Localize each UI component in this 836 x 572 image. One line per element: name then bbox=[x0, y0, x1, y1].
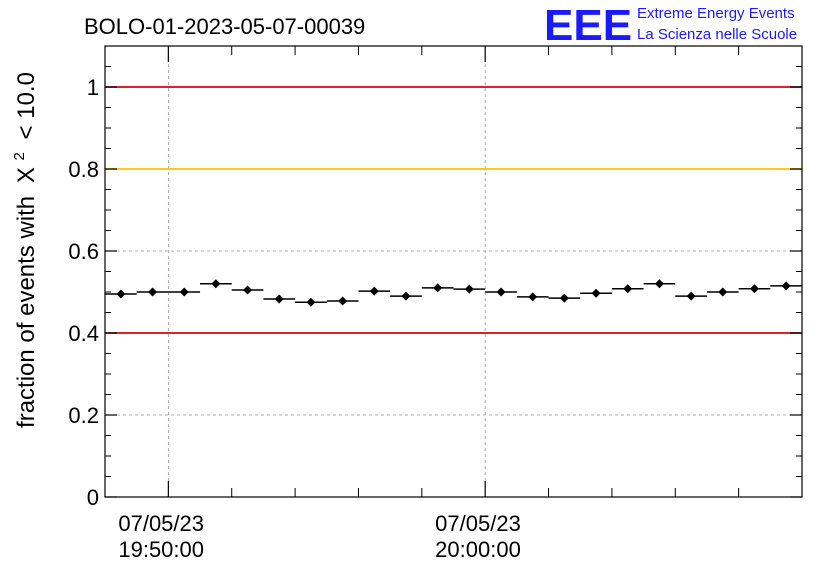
y-tick-label: 0.8 bbox=[68, 157, 99, 182]
chart-title: BOLO-01-2023-05-07-00039 bbox=[84, 14, 365, 39]
data-point bbox=[295, 297, 327, 307]
data-point bbox=[643, 279, 676, 289]
y-tick-label: 0.2 bbox=[68, 403, 99, 428]
x-tick-date: 07/05/23 bbox=[118, 511, 204, 536]
brand-line-2: La Scienza nelle Scuole bbox=[637, 26, 797, 43]
data-point bbox=[485, 287, 517, 297]
point-marker bbox=[433, 283, 443, 293]
point-marker bbox=[401, 291, 411, 301]
y-tick-label: 0.6 bbox=[68, 239, 99, 264]
y-axis-label-symbol: Χ bbox=[13, 167, 40, 183]
point-marker bbox=[749, 284, 759, 294]
eee-logo: EEE Extreme Energy Events La Scienza nel… bbox=[544, 1, 797, 50]
point-marker bbox=[496, 287, 506, 297]
data-point bbox=[516, 292, 549, 302]
point-marker bbox=[464, 284, 474, 294]
data-point bbox=[580, 288, 612, 298]
y-axis-label-prefix: fraction of events with bbox=[13, 196, 40, 428]
data-point bbox=[706, 287, 739, 297]
brand-line-1: Extreme Energy Events bbox=[637, 5, 795, 22]
point-marker bbox=[211, 279, 221, 289]
data-point bbox=[105, 289, 137, 299]
data-point bbox=[231, 285, 264, 295]
point-marker bbox=[686, 291, 696, 301]
point-marker bbox=[559, 293, 569, 303]
point-marker bbox=[306, 297, 316, 307]
data-point bbox=[738, 284, 771, 294]
axes: 00.20.40.60.8107/05/2319:50:0007/05/2320… bbox=[68, 45, 802, 562]
data-point bbox=[263, 294, 296, 304]
y-axis-label-superscript: 2 bbox=[11, 152, 28, 160]
data-point bbox=[168, 287, 201, 297]
data-point bbox=[326, 296, 359, 306]
eee-logo-text: EEE bbox=[544, 1, 632, 50]
y-axis-label-suffix: < 10.0 bbox=[13, 72, 40, 139]
point-marker bbox=[718, 287, 728, 297]
reference-lines bbox=[105, 86, 802, 334]
point-marker bbox=[654, 279, 664, 289]
point-marker bbox=[369, 286, 379, 296]
point-marker bbox=[148, 287, 158, 297]
point-marker bbox=[338, 296, 348, 306]
y-tick-label: 1 bbox=[87, 75, 99, 100]
data-point bbox=[136, 287, 169, 297]
point-marker bbox=[781, 281, 791, 291]
plot-frame bbox=[104, 45, 803, 498]
point-marker bbox=[116, 289, 126, 299]
data-point bbox=[358, 286, 391, 296]
y-tick-label: 0 bbox=[87, 485, 99, 510]
data-point bbox=[390, 291, 422, 301]
x-tick-time: 19:50:00 bbox=[118, 537, 204, 562]
data-point bbox=[611, 284, 644, 294]
data-point bbox=[548, 293, 581, 303]
data-point bbox=[200, 279, 232, 289]
point-marker bbox=[591, 288, 601, 298]
data-point bbox=[770, 281, 802, 291]
point-marker bbox=[179, 287, 189, 297]
point-marker bbox=[623, 284, 633, 294]
point-marker bbox=[274, 294, 284, 304]
data-points bbox=[105, 279, 802, 307]
y-axis-label: fraction of events with Χ 2 < 10.0 bbox=[3, 72, 40, 428]
data-point bbox=[453, 284, 486, 294]
y-tick-label: 0.4 bbox=[68, 321, 99, 346]
x-tick-time: 20:00:00 bbox=[435, 537, 521, 562]
data-point bbox=[421, 283, 454, 293]
point-marker bbox=[243, 285, 253, 295]
point-marker bbox=[528, 292, 538, 302]
data-point bbox=[675, 291, 707, 301]
grid bbox=[105, 46, 802, 497]
x-tick-date: 07/05/23 bbox=[435, 511, 521, 536]
